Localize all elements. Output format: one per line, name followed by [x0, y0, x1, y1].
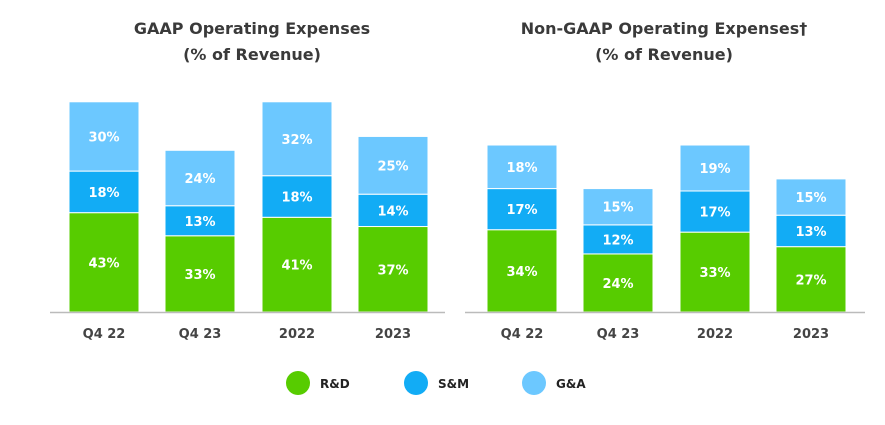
- bar-segment-sm: [679, 190, 751, 233]
- bar-segment-rd: [679, 231, 751, 313]
- bar-segment-ga: [261, 101, 333, 177]
- x-tick-label: 2023: [793, 327, 829, 342]
- chart-non-gaap: Non-GAAP Operating Expenses† (% of Revenu…: [465, 19, 865, 342]
- bar-segment-ga: [582, 188, 654, 226]
- chart-title: (% of Revenue): [595, 45, 733, 64]
- bar-segment-ga: [357, 135, 429, 195]
- data-label: 17%: [699, 206, 730, 221]
- x-tick-label: Q4 22: [83, 327, 126, 342]
- chart-title: GAAP Operating Expenses: [134, 19, 370, 38]
- data-label: 34%: [506, 265, 537, 280]
- data-label: 18%: [506, 161, 537, 176]
- data-label: 30%: [88, 130, 119, 145]
- bar-segment-sm: [164, 205, 236, 237]
- chart-title: Non-GAAP Operating Expenses†: [521, 19, 808, 38]
- data-label: 24%: [184, 172, 215, 187]
- x-tick-label: 2022: [697, 327, 733, 342]
- data-label: 41%: [281, 259, 312, 274]
- legend-swatch: [522, 371, 546, 395]
- bar-segment-sm: [261, 175, 333, 218]
- bar-segment-ga: [486, 144, 558, 190]
- data-label: 15%: [795, 191, 826, 206]
- data-label: 17%: [506, 203, 537, 218]
- data-label: 27%: [795, 273, 826, 288]
- x-tick-label: 2023: [375, 327, 411, 342]
- bar-segment-ga: [164, 149, 236, 207]
- legend-swatch: [286, 371, 310, 395]
- bar-segment-sm: [486, 188, 558, 231]
- data-label: 43%: [88, 256, 119, 271]
- data-label: 15%: [602, 201, 633, 216]
- data-label: 25%: [377, 159, 408, 174]
- bar-segment-ga: [68, 101, 140, 172]
- data-label: 37%: [377, 263, 408, 278]
- bar-segment-rd: [68, 212, 140, 313]
- data-label: 18%: [88, 186, 119, 201]
- bar-segment-ga: [679, 144, 751, 192]
- chart-title: (% of Revenue): [183, 45, 321, 64]
- legend-swatch: [404, 371, 428, 395]
- data-label: 33%: [184, 268, 215, 283]
- bar-segment-sm: [582, 224, 654, 255]
- legend: R&D S&M G&A: [286, 371, 586, 395]
- x-tick-label: 2022: [279, 327, 315, 342]
- data-label: 18%: [281, 191, 312, 206]
- bar-segment-sm: [68, 170, 140, 214]
- bar-segment-ga: [775, 178, 847, 216]
- legend-label: S&M: [438, 377, 469, 391]
- data-label: 13%: [184, 215, 215, 230]
- data-label: 32%: [281, 133, 312, 148]
- bar-segment-sm: [775, 214, 847, 248]
- legend-label: G&A: [556, 377, 586, 391]
- bar-segment-rd: [357, 226, 429, 313]
- data-label: 24%: [602, 277, 633, 292]
- data-label: 14%: [377, 204, 408, 219]
- x-tick-label: Q4 23: [179, 327, 222, 342]
- bar-segment-rd: [775, 246, 847, 313]
- bar-segment-sm: [357, 193, 429, 228]
- x-tick-label: Q4 23: [597, 327, 640, 342]
- chart-gaap: GAAP Operating Expenses (% of Revenue) 43%…: [50, 19, 445, 342]
- data-label: 33%: [699, 266, 730, 281]
- bar-segment-rd: [486, 229, 558, 313]
- data-label: 19%: [699, 162, 730, 177]
- data-label: 12%: [602, 233, 633, 248]
- bar-segment-rd: [164, 235, 236, 313]
- legend-label: R&D: [320, 377, 350, 391]
- data-label: 13%: [795, 225, 826, 240]
- x-tick-label: Q4 22: [501, 327, 544, 342]
